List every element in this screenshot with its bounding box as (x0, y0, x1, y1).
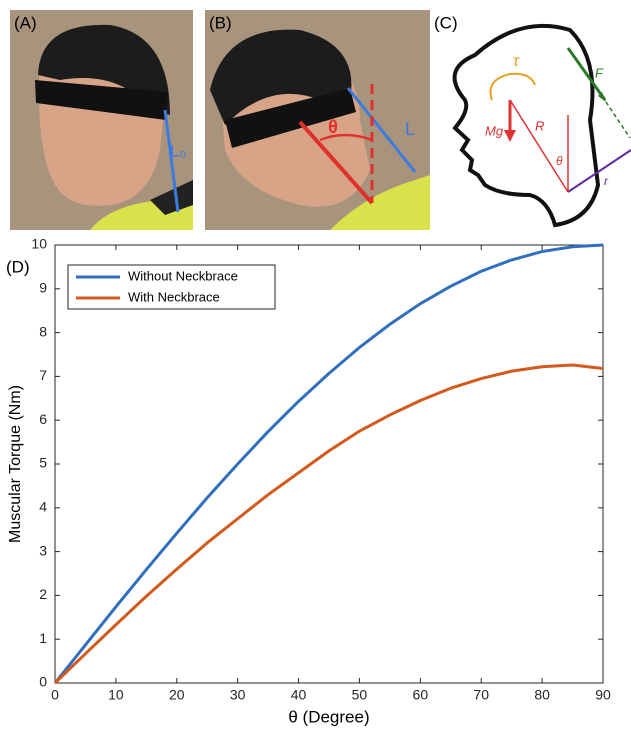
radius-line (510, 100, 568, 192)
x-tick-label: 40 (291, 687, 307, 703)
figure: (A) L₀ (B) θ L (C) τ F Mg R θ r (0, 0, 631, 731)
x-tick-label: 10 (108, 687, 124, 703)
y-tick-label: 10 (31, 236, 47, 252)
x-tick-label: 90 (595, 687, 611, 703)
panel-label: (D) (6, 257, 30, 276)
torque-arc (490, 74, 535, 100)
radius-label: R (535, 118, 544, 133)
photo-b: (B) θ L (205, 10, 430, 230)
weight-label: Mg (485, 123, 504, 138)
torque-label: τ (513, 53, 520, 70)
y-tick-label: 7 (39, 367, 47, 383)
x-tick-label: 0 (51, 687, 59, 703)
legend-label: Without Neckbrace (128, 268, 238, 283)
y-tick-label: 2 (39, 586, 47, 602)
x-tick-label: 20 (169, 687, 185, 703)
force-label: F (595, 65, 604, 80)
photo-a: (A) L₀ (10, 10, 193, 230)
page: (A) L₀ (B) θ L (C) τ F Mg R θ r (0, 0, 631, 736)
panel-label: (C) (434, 13, 458, 32)
force-extension (606, 102, 630, 138)
x-tick-label: 50 (352, 687, 368, 703)
y-tick-label: 8 (39, 323, 47, 339)
y-tick-label: 3 (39, 542, 47, 558)
arm-label: r (604, 174, 609, 188)
y-tick-label: 1 (39, 630, 47, 646)
x-tick-label: 70 (473, 687, 489, 703)
y-tick-label: 0 (39, 674, 47, 690)
y-axis-label: Muscular Torque (Nm) (7, 385, 24, 543)
y-tick-label: 5 (39, 455, 47, 471)
arrowhead (504, 130, 516, 142)
length-label: L₀ (170, 141, 187, 160)
x-tick-label: 80 (534, 687, 550, 703)
x-tick-label: 30 (230, 687, 246, 703)
y-tick-label: 6 (39, 411, 47, 427)
panel-label: (B) (209, 13, 232, 32)
x-tick-label: 60 (413, 687, 429, 703)
legend-label: With Neckbrace (128, 289, 220, 304)
panel-label: (A) (14, 13, 37, 32)
x-axis-label: θ (Degree) (288, 707, 369, 726)
plot-area (55, 245, 603, 683)
angle-label: θ (328, 117, 338, 137)
length-label: L (405, 119, 415, 139)
y-tick-label: 9 (39, 280, 47, 296)
y-tick-label: 4 (39, 499, 47, 515)
diagram-c: (C) τ F Mg R θ r (434, 13, 631, 225)
angle-label: θ (556, 154, 563, 168)
